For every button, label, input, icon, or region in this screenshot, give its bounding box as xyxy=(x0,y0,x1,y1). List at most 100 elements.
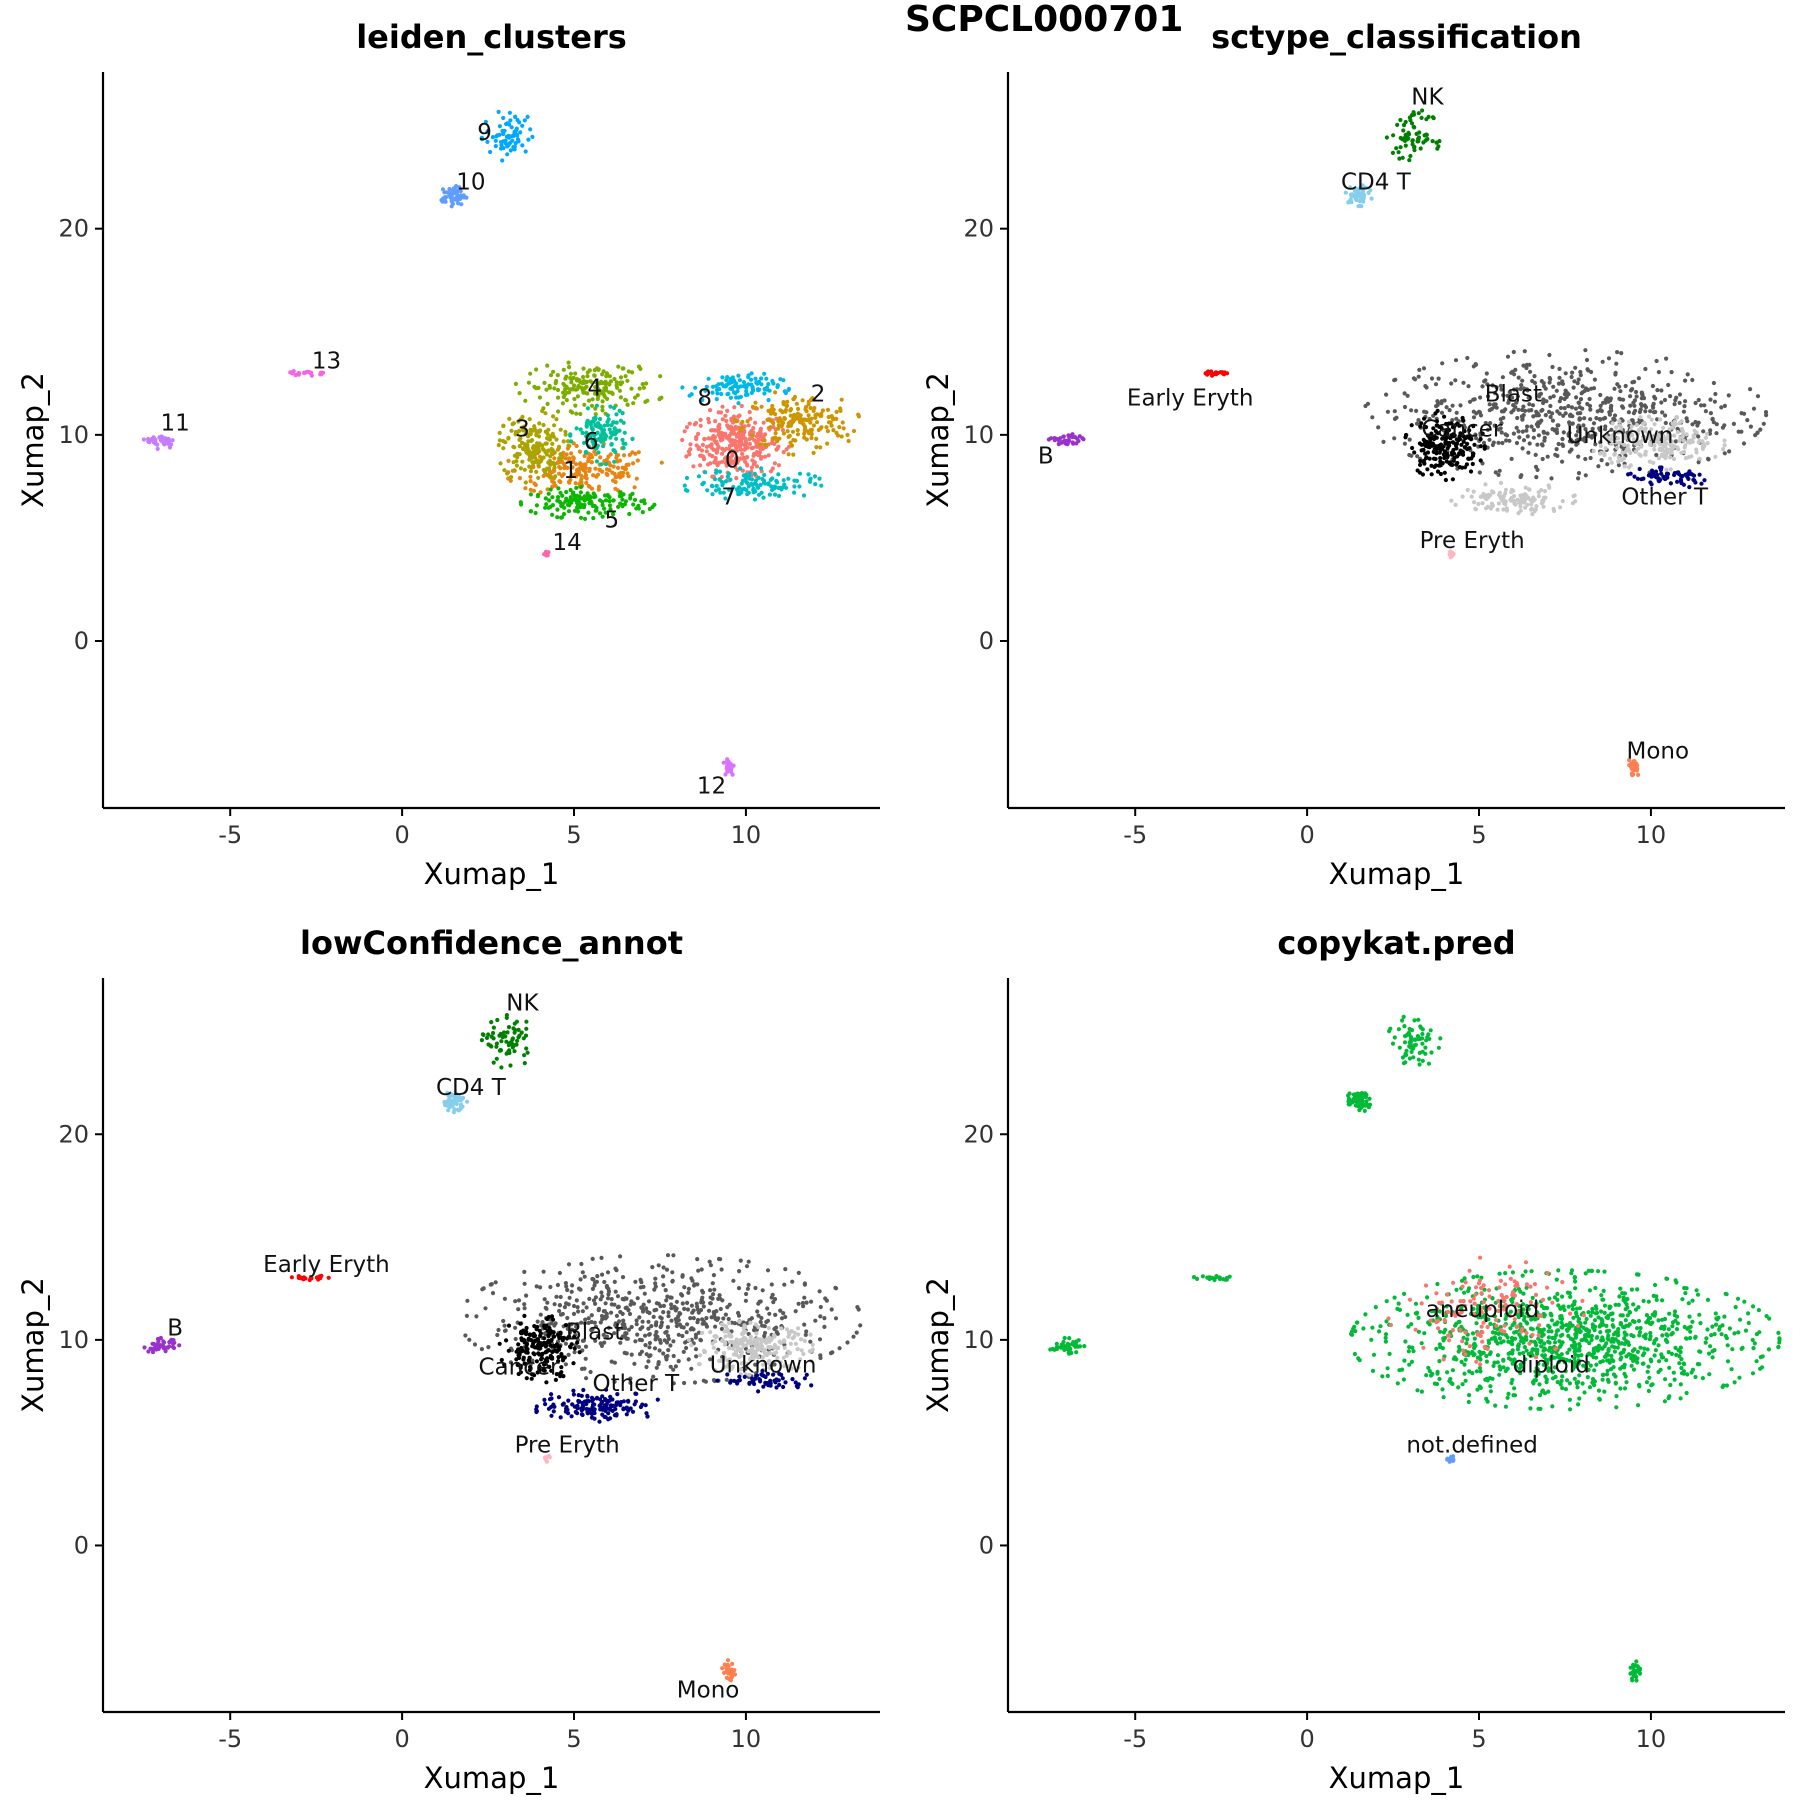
data-point xyxy=(1494,385,1499,390)
data-point xyxy=(671,1367,676,1372)
data-point xyxy=(555,1332,561,1337)
data-point xyxy=(745,392,750,397)
data-point xyxy=(558,500,563,505)
data-point xyxy=(700,1330,705,1335)
data-point xyxy=(1536,413,1541,418)
data-point xyxy=(512,468,517,473)
data-point xyxy=(571,497,576,502)
data-point xyxy=(1574,433,1579,438)
data-point xyxy=(1467,399,1473,404)
data-point xyxy=(1426,444,1431,449)
data-point xyxy=(686,1337,692,1343)
data-point xyxy=(554,1372,559,1377)
data-point xyxy=(709,442,714,447)
data-point xyxy=(597,1419,602,1424)
data-point xyxy=(548,462,553,467)
data-point xyxy=(671,1381,676,1386)
data-point xyxy=(1617,419,1622,424)
data-point xyxy=(517,476,523,481)
data-point xyxy=(1693,419,1698,425)
data-point xyxy=(506,1323,512,1328)
data-point xyxy=(1700,439,1705,444)
data-point xyxy=(668,1364,673,1369)
data-point xyxy=(775,1346,781,1351)
data-point xyxy=(791,452,796,457)
data-point xyxy=(1648,442,1653,447)
data-point xyxy=(647,1332,652,1337)
data-point xyxy=(537,1364,542,1369)
data-point xyxy=(1657,465,1663,470)
cluster-label: 8 xyxy=(697,386,712,412)
data-point xyxy=(709,1315,714,1320)
data-point xyxy=(1507,438,1512,443)
data-point xyxy=(691,1316,696,1321)
data-point xyxy=(1609,408,1614,413)
data-point xyxy=(1481,440,1487,445)
data-point xyxy=(669,1306,674,1311)
data-point xyxy=(556,445,562,451)
data-point xyxy=(656,1263,661,1268)
data-point xyxy=(1637,466,1642,472)
data-point xyxy=(530,134,535,139)
data-point xyxy=(1410,138,1415,143)
data-point xyxy=(1628,394,1633,399)
data-point xyxy=(1480,431,1485,436)
data-point xyxy=(792,490,797,495)
data-point xyxy=(774,478,779,483)
data-point xyxy=(574,1298,579,1303)
data-point xyxy=(1545,431,1550,436)
data-point xyxy=(1343,190,1348,195)
data-point xyxy=(1616,455,1621,460)
data-point xyxy=(591,1277,596,1282)
data-point xyxy=(159,438,164,443)
data-point xyxy=(544,1459,550,1464)
data-point xyxy=(552,1323,557,1328)
data-point xyxy=(753,1322,758,1327)
data-point xyxy=(737,378,743,383)
data-point xyxy=(523,486,528,491)
data-point xyxy=(1537,420,1542,425)
data-point xyxy=(766,382,771,387)
data-point xyxy=(779,1316,785,1321)
data-point xyxy=(531,447,537,452)
data-point xyxy=(520,414,525,419)
data-point xyxy=(293,373,298,378)
data-point xyxy=(1500,498,1505,503)
data-point xyxy=(1473,432,1478,437)
data-point xyxy=(718,490,723,495)
data-point xyxy=(509,125,514,130)
data-point xyxy=(1496,440,1501,445)
data-point xyxy=(1392,1295,1397,1300)
data-point xyxy=(508,1063,513,1068)
data-point xyxy=(769,484,774,489)
data-point xyxy=(1504,506,1509,511)
data-point xyxy=(699,1267,704,1272)
data-point xyxy=(787,433,792,438)
data-point xyxy=(1487,437,1492,442)
data-point xyxy=(613,479,618,485)
data-point xyxy=(522,1061,527,1066)
data-point xyxy=(727,487,732,492)
data-point xyxy=(1682,404,1687,409)
y-tick-label: 0 xyxy=(74,1531,89,1559)
data-point xyxy=(654,1365,659,1370)
data-point xyxy=(725,392,730,397)
panel-title: sctype_classification xyxy=(1211,18,1582,56)
data-point xyxy=(1622,464,1627,469)
data-point xyxy=(1525,424,1530,429)
data-point xyxy=(713,456,718,461)
y-tick-label: 10 xyxy=(58,1326,89,1354)
data-point xyxy=(801,1304,806,1309)
data-point xyxy=(701,1304,706,1309)
data-point xyxy=(557,1270,563,1276)
data-point xyxy=(1761,421,1766,426)
data-point xyxy=(572,383,577,388)
data-point xyxy=(537,395,543,400)
data-point xyxy=(731,1669,736,1674)
data-point xyxy=(661,1282,666,1288)
data-point xyxy=(851,428,857,434)
data-point xyxy=(1620,418,1625,423)
data-point xyxy=(727,433,732,438)
data-point xyxy=(582,453,587,459)
